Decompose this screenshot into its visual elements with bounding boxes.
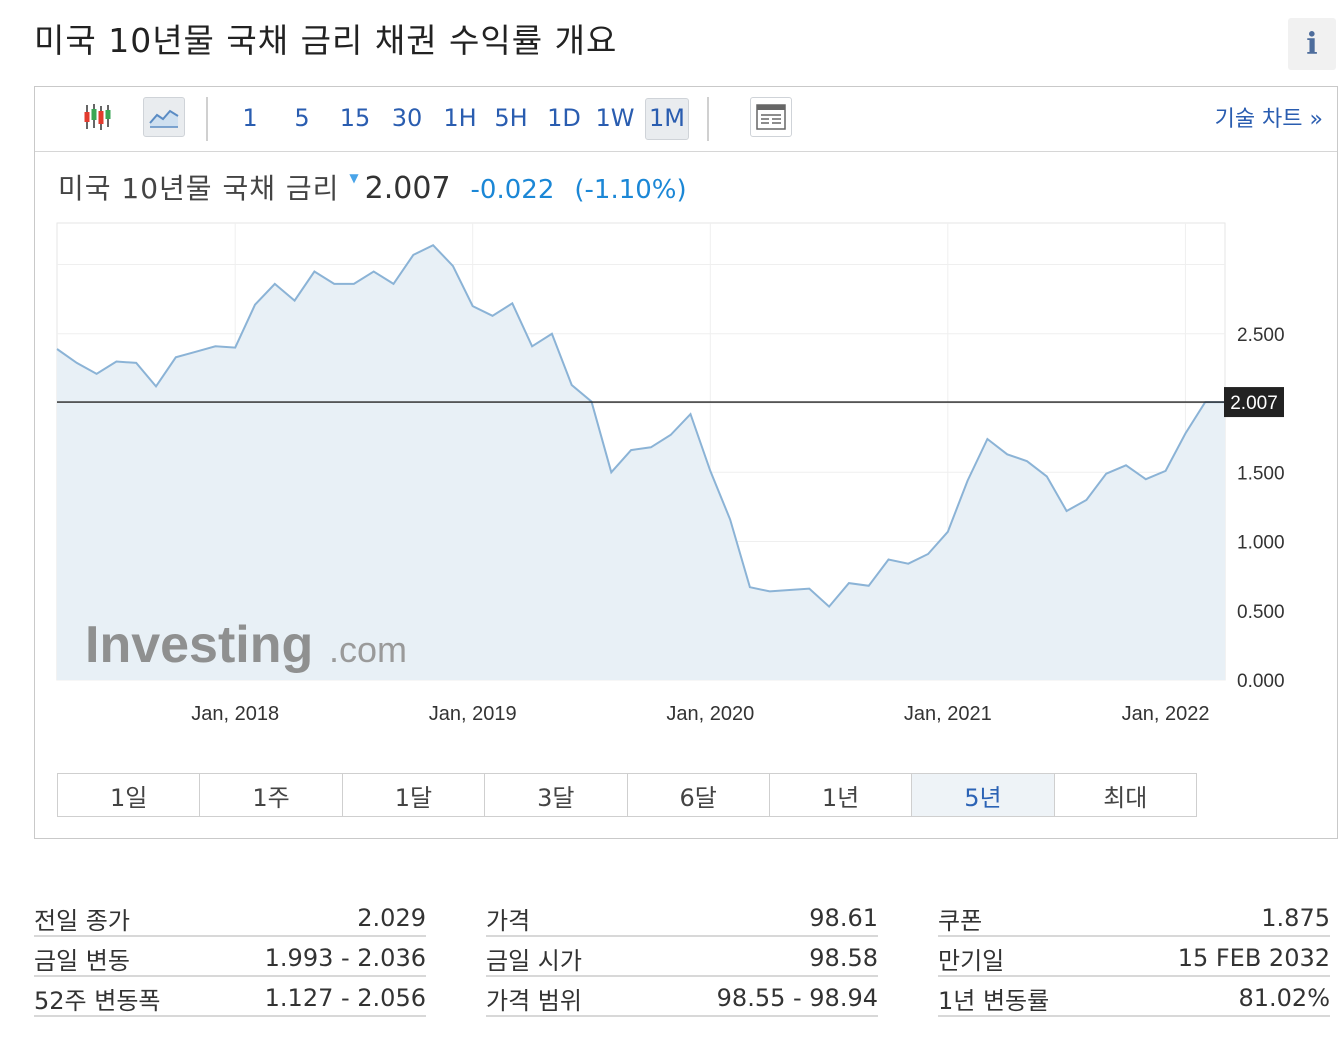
stat-label: 금일 시가: [486, 946, 582, 975]
investing-watermark-suffix: .com: [329, 629, 407, 670]
last-price: 2.007: [364, 171, 451, 206]
x-tick-label: Jan, 2021: [904, 703, 992, 725]
stat-day-range: 금일 변동 1.993 - 2.036: [34, 937, 426, 977]
interval-1[interactable]: 1: [242, 104, 258, 132]
y-tick-label: 1.000: [1237, 533, 1285, 554]
toolbar-divider: [707, 97, 709, 141]
stat-value: 2.029: [357, 904, 426, 932]
stat-open: 금일 시가 98.58: [486, 937, 878, 977]
stat-value: 1.127 - 2.056: [264, 984, 426, 1012]
info-icon: i: [1306, 26, 1318, 62]
price-change-percent: (-1.10%): [574, 175, 687, 205]
range-6m[interactable]: 6달: [627, 774, 770, 816]
stat-label: 52주 변동폭: [34, 986, 161, 1015]
chart-toolbar: 1 5 15 30 1H 5H 1D 1W 1M 기술 차트 »: [35, 87, 1337, 152]
stat-label: 만기일: [938, 946, 1005, 975]
stats-column-3: 쿠폰 1.875 만기일 15 FEB 2032 1년 변동률 81.02%: [938, 897, 1330, 1017]
interval-5h[interactable]: 5H: [494, 104, 528, 132]
page-title: 미국 10년물 국채 금리 채권 수익률 개요: [34, 21, 618, 60]
stat-coupon: 쿠폰 1.875: [938, 897, 1330, 937]
price-change: -0.022: [470, 175, 555, 205]
range-5y[interactable]: 5년: [912, 774, 1055, 816]
stat-value: 81.02%: [1238, 984, 1330, 1012]
stat-label: 가격 범위: [486, 986, 582, 1015]
stat-label: 금일 변동: [34, 946, 130, 975]
stat-value: 98.58: [809, 944, 878, 972]
range-selector: 1일 1주 1달 3달 6달 1년 5년 최대: [57, 773, 1197, 817]
candlestick-icon: [84, 104, 111, 130]
y-tick-label: 0.500: [1237, 602, 1285, 623]
range-1y[interactable]: 1년: [769, 774, 913, 816]
technical-chart-link[interactable]: 기술 차트 »: [1214, 107, 1323, 132]
interval-1d[interactable]: 1D: [547, 104, 581, 132]
stat-maturity: 만기일 15 FEB 2032: [938, 937, 1330, 977]
x-tick-label: Jan, 2019: [429, 703, 517, 725]
toolbar-divider: [206, 97, 208, 141]
interval-1h[interactable]: 1H: [443, 104, 477, 132]
interval-5[interactable]: 5: [294, 104, 310, 132]
stat-value: 1.875: [1261, 904, 1330, 932]
area-chart: Investing .com 2.007 0.000 0.500 1.000 1.500 2.…: [56, 222, 1285, 725]
stat-label: 가격: [486, 906, 531, 935]
stat-value: 1.993 - 2.036: [264, 944, 426, 972]
area-chart-button[interactable]: [143, 97, 185, 137]
stats-column-1: 전일 종가 2.029 금일 변동 1.993 - 2.036 52주 변동폭 1.1…: [34, 897, 426, 1017]
stats-column-2: 가격 98.61 금일 시가 98.58 가격 범위 98.55 - 98.94: [486, 897, 878, 1017]
interval-15[interactable]: 15: [339, 104, 371, 132]
info-button[interactable]: i: [1288, 18, 1336, 70]
x-tick-label: Jan, 2018: [191, 703, 279, 725]
series-line: [56, 243, 1225, 609]
range-1w[interactable]: 1주: [200, 774, 343, 816]
stat-price: 가격 98.61: [486, 897, 878, 937]
chart-widget: 1 5 15 30 1H 5H 1D 1W 1M 기술 차트 » 미국 10년물…: [34, 86, 1338, 839]
series-area: [57, 245, 1225, 680]
current-value-label: 2.007: [1230, 393, 1278, 414]
stat-value: 15 FEB 2032: [1177, 944, 1330, 972]
investing-watermark: Investing: [85, 616, 313, 674]
stat-52wk-range: 52주 변동폭 1.127 - 2.056: [34, 977, 426, 1017]
stat-prev-close: 전일 종가 2.029: [34, 897, 426, 937]
candlestick-chart-button[interactable]: [77, 97, 119, 137]
x-tick-label: Jan, 2022: [1122, 703, 1210, 725]
y-tick-label: 0.000: [1237, 671, 1285, 692]
table-view-button[interactable]: [750, 97, 792, 137]
range-3m[interactable]: 3달: [485, 774, 628, 816]
stat-1y-change: 1년 변동률 81.02%: [938, 977, 1330, 1017]
interval-1w[interactable]: 1W: [595, 104, 635, 132]
x-tick-label: Jan, 2020: [666, 703, 754, 725]
stat-value: 98.55 - 98.94: [716, 984, 878, 1012]
range-1d[interactable]: 1일: [58, 774, 201, 816]
stat-value: 98.61: [809, 904, 878, 932]
stat-label: 전일 종가: [34, 906, 130, 935]
quote-header: 미국 10년물 국채 금리 ▼ 2.007 -0.022 (-1.10%): [58, 167, 687, 207]
y-tick-label: 1.500: [1237, 463, 1285, 484]
current-value-badge: [1224, 387, 1284, 418]
table-view-icon: [756, 104, 786, 130]
stat-label: 1년 변동률: [938, 986, 1050, 1015]
y-tick-label: 2.500: [1237, 325, 1285, 346]
interval-30[interactable]: 30: [391, 104, 423, 132]
instrument-name: 미국 10년물 국채 금리: [58, 172, 340, 205]
interval-1m[interactable]: 1M: [645, 98, 689, 140]
down-triangle-icon: ▼: [349, 171, 359, 185]
range-1m[interactable]: 1달: [342, 774, 486, 816]
stat-price-range: 가격 범위 98.55 - 98.94: [486, 977, 878, 1017]
range-max[interactable]: 최대: [1054, 774, 1196, 816]
stat-label: 쿠폰: [938, 906, 983, 935]
area-chart-icon: [149, 109, 179, 128]
